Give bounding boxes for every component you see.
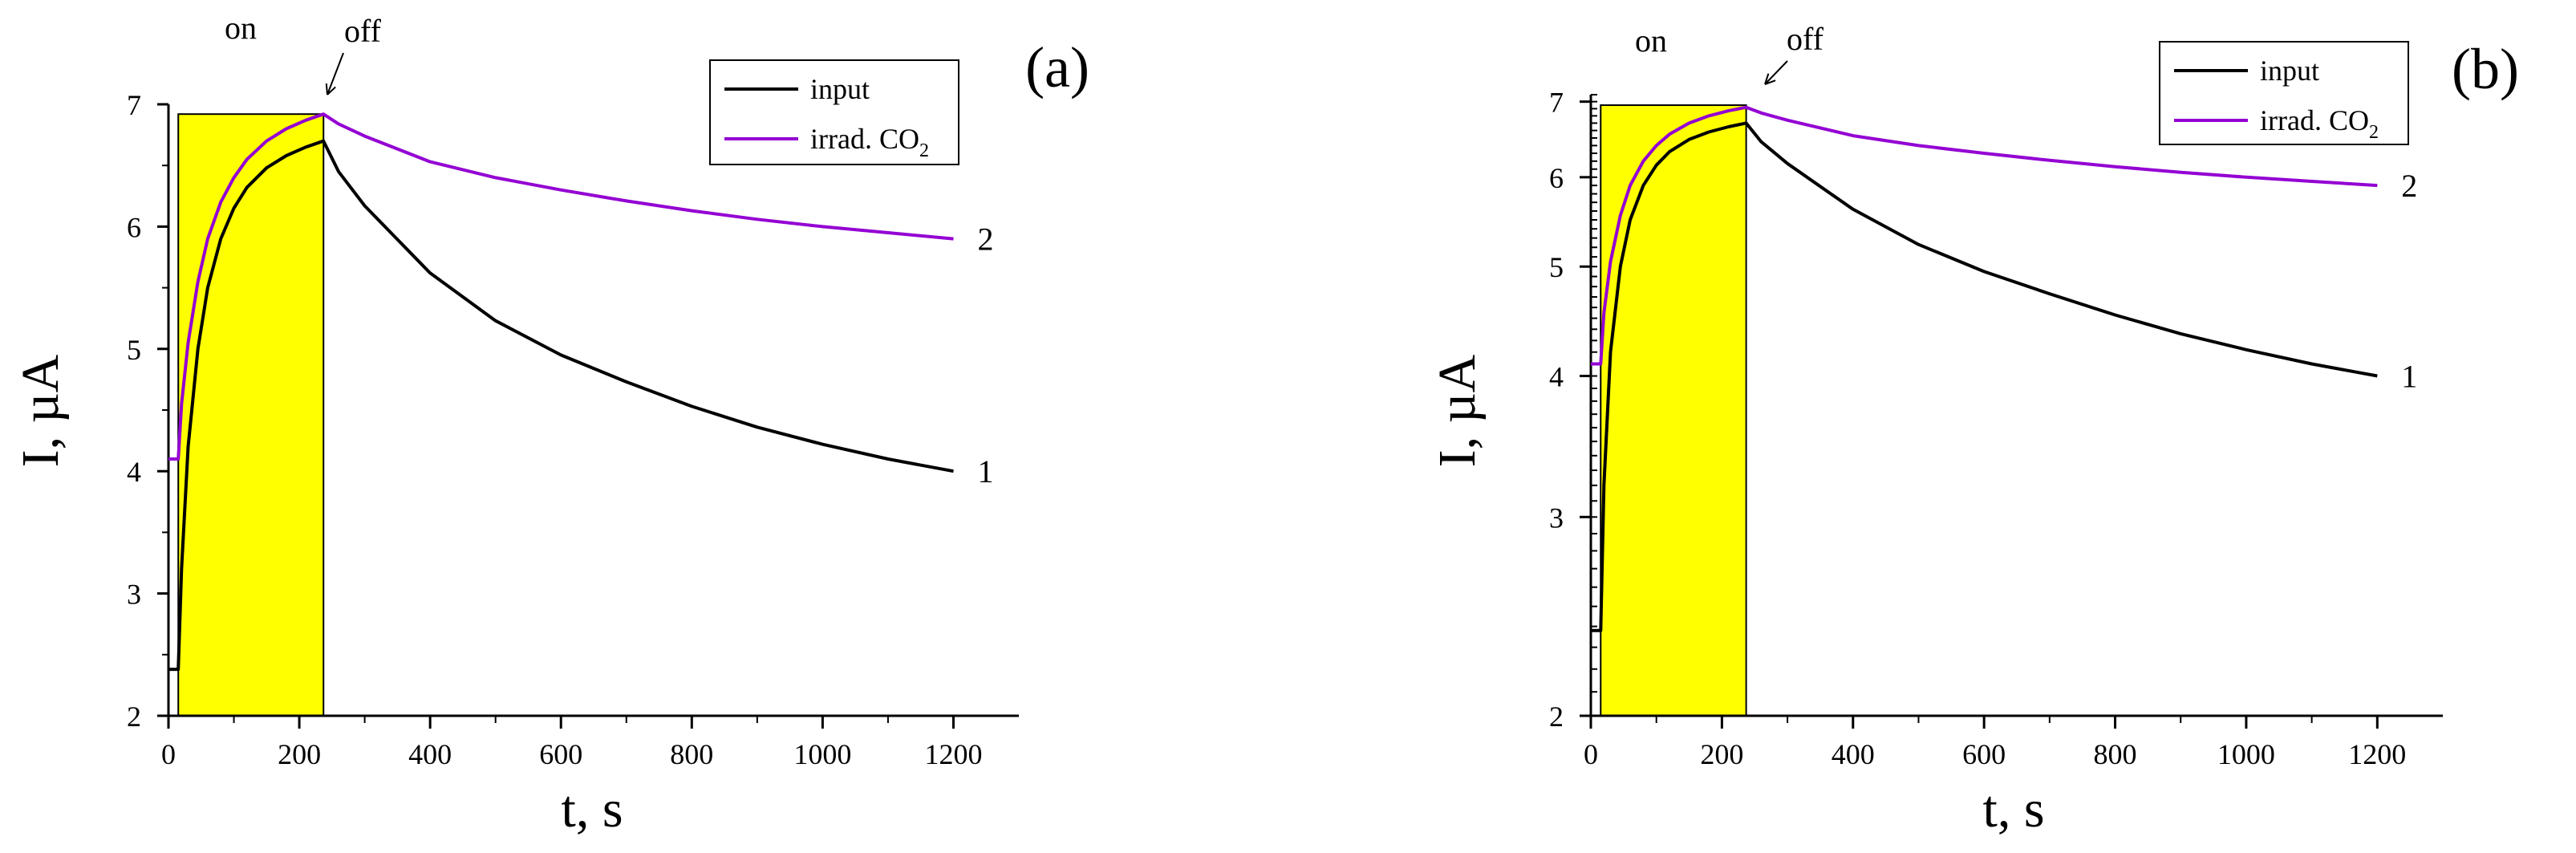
x-tick-label: 800 bbox=[670, 738, 713, 770]
x-tick-label: 1200 bbox=[924, 738, 982, 770]
panel-a: 0 200 400 600 800 1000 1200 2 3 4 5 6 7 1 2 input irrad.… bbox=[11, 10, 1089, 839]
legend-entry-subscript: 2 bbox=[2369, 122, 2379, 143]
panel-label: (a) bbox=[1025, 35, 1089, 100]
x-tick-label: 200 bbox=[1700, 738, 1743, 770]
irradiation-on-region bbox=[177, 113, 325, 717]
legend-entry-subscript: 2 bbox=[919, 140, 929, 161]
irradiation-on-region bbox=[1600, 104, 1747, 717]
off-arrow-head bbox=[325, 83, 336, 95]
x-tick-label: 1000 bbox=[2217, 738, 2275, 770]
y-tick-label: 4 bbox=[1549, 361, 1564, 393]
legend-entry-label: irrad. CO2 bbox=[2260, 104, 2379, 143]
x-tick-label: 400 bbox=[1832, 738, 1875, 770]
curve-number-label: 1 bbox=[977, 453, 993, 489]
off-arrow-shaft bbox=[1764, 60, 1788, 85]
legend-box bbox=[2159, 41, 2409, 145]
x-tick-label: 600 bbox=[1962, 738, 2006, 770]
curve-number-label: 2 bbox=[977, 221, 993, 258]
y-tick-label: 2 bbox=[1549, 701, 1564, 733]
legend-entry-name: input bbox=[810, 73, 870, 105]
x-tick-label: 0 bbox=[1584, 738, 1598, 770]
y-tick-label: 3 bbox=[127, 579, 141, 611]
y-axis-title: I, µA bbox=[11, 354, 70, 467]
panel-label: (b) bbox=[2452, 37, 2519, 101]
x-tick-label: 1000 bbox=[793, 738, 851, 770]
off-annotation: off bbox=[344, 13, 382, 49]
series-line-1 bbox=[168, 139, 954, 672]
y-tick-label: 6 bbox=[1549, 162, 1564, 194]
legend-box bbox=[709, 59, 959, 165]
y-tick-label: 5 bbox=[1549, 251, 1564, 283]
y-tick-label: 7 bbox=[1549, 87, 1564, 119]
legend-entry-name: input bbox=[2260, 55, 2319, 87]
y-tick-label: 2 bbox=[127, 701, 141, 733]
legend-entry-label: input bbox=[810, 73, 870, 105]
x-tick-label: 400 bbox=[408, 738, 452, 770]
x-tick-label: 600 bbox=[539, 738, 582, 770]
series-line-1 bbox=[1591, 121, 2378, 632]
y-axis-title: I, µA bbox=[1428, 354, 1487, 467]
legend-entry-label: input bbox=[2260, 55, 2319, 87]
curve-number-label: 1 bbox=[2401, 359, 2417, 395]
on-annotation: on bbox=[1635, 22, 1667, 59]
x-axis-title: t, s bbox=[561, 780, 623, 839]
y-tick-label: 3 bbox=[1549, 502, 1564, 534]
y-tick-label: 4 bbox=[127, 456, 141, 488]
legend-entry-label: irrad. CO2 bbox=[810, 123, 929, 161]
series-line-2 bbox=[1591, 105, 2378, 366]
x-tick-label: 200 bbox=[278, 738, 321, 770]
x-axis-title: t, s bbox=[1982, 780, 2044, 839]
x-tick-label: 800 bbox=[2094, 738, 2137, 770]
legend-entry-name: irrad. CO bbox=[810, 123, 919, 155]
series-line-2 bbox=[168, 112, 954, 461]
off-arrow-head bbox=[1764, 73, 1776, 85]
on-annotation: on bbox=[225, 10, 257, 46]
x-tick-label: 1200 bbox=[2348, 738, 2406, 770]
curve-number-label: 2 bbox=[2401, 168, 2417, 204]
y-tick-label: 7 bbox=[127, 89, 141, 121]
y-tick-label: 6 bbox=[127, 211, 141, 243]
x-tick-label: 0 bbox=[161, 738, 176, 770]
panel-b: 0 200 400 600 800 1000 1200 2 3 4 5 6 7 1 2 input irrad.… bbox=[1428, 21, 2519, 839]
off-arrow-shaft bbox=[327, 52, 344, 95]
legend-entry-name: irrad. CO bbox=[2260, 104, 2369, 136]
y-tick-label: 5 bbox=[127, 334, 141, 366]
off-annotation: off bbox=[1787, 21, 1824, 57]
